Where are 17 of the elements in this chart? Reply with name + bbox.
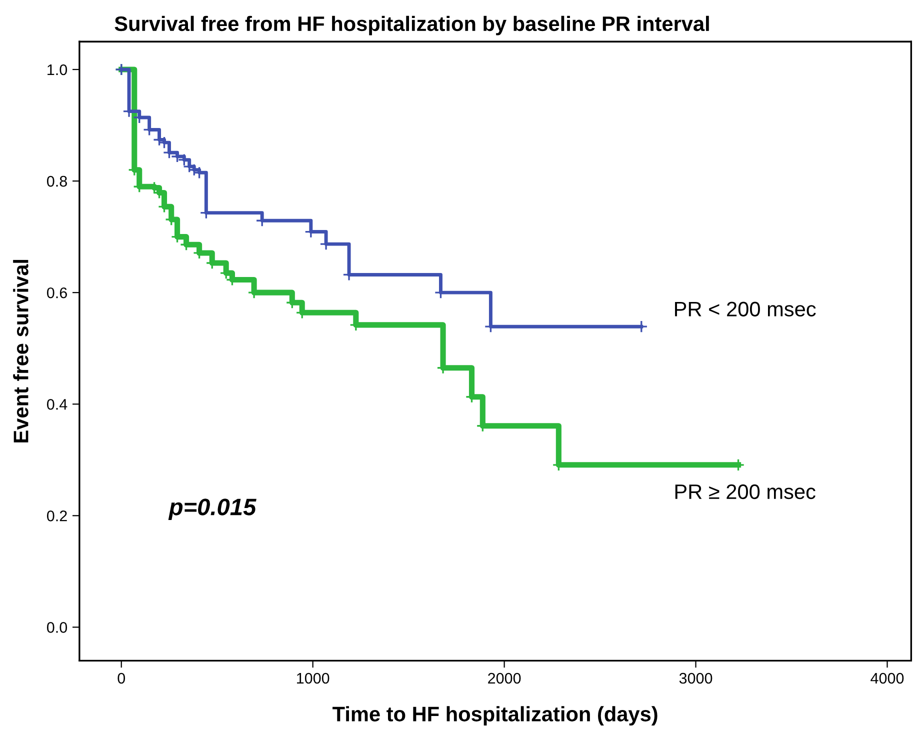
annotation: p=0.015 xyxy=(168,498,256,520)
y-tick-label: 0.8 xyxy=(46,176,67,187)
x-tick-label: 0 xyxy=(118,672,126,684)
y-tick-label: 1.0 xyxy=(48,64,68,76)
y-tick-label: 0.2 xyxy=(46,510,67,522)
y-tick-label: 0.0 xyxy=(46,622,68,633)
y-axis-title: Event free survival xyxy=(13,260,28,442)
x-axis-title: Time to HF hospitalization (days) xyxy=(332,706,658,726)
chart-title: Survival free from HF hospitalization by baseline PR interval xyxy=(114,16,709,36)
y-tick-label: 0.6 xyxy=(46,287,67,298)
y-tick-label: 0.4 xyxy=(46,398,68,410)
series-label: PR < 200 msec xyxy=(675,302,816,316)
x-tick-label: 2000 xyxy=(488,672,521,684)
x-tick-label: 3000 xyxy=(679,672,712,684)
x-tick-label: 1000 xyxy=(297,672,330,684)
x-tick-label: 4000 xyxy=(870,672,904,684)
series-label: PR ≥ 200 msec xyxy=(675,484,816,500)
